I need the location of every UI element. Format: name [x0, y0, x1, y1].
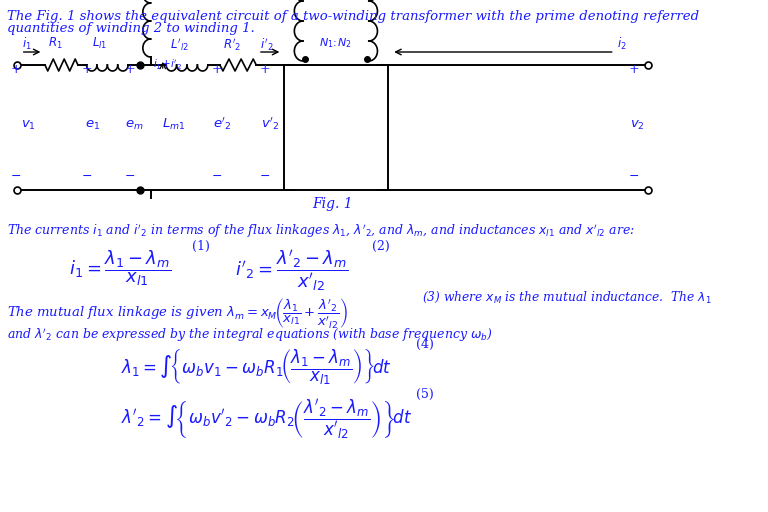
- Text: The Fig. 1 shows the equivalent circuit of a two-winding transformer with the pr: The Fig. 1 shows the equivalent circuit …: [7, 10, 699, 23]
- Text: $\lambda_1 = \int\!\left\{\omega_b v_1 - \omega_b R_1\!\left(\dfrac{\lambda_1 - : $\lambda_1 = \int\!\left\{\omega_b v_1 -…: [121, 348, 392, 387]
- Text: $L'_{l2}$: $L'_{l2}$: [170, 36, 189, 53]
- Text: (3) where $x_M$ is the mutual inductance.  The $\lambda_1$: (3) where $x_M$ is the mutual inductance…: [422, 290, 712, 305]
- Text: $e'_2$: $e'_2$: [213, 116, 232, 132]
- Text: +: +: [11, 63, 21, 76]
- Text: $e_m$: $e_m$: [124, 119, 143, 132]
- Text: $v'_2$: $v'_2$: [261, 116, 280, 132]
- Text: −: −: [124, 170, 135, 183]
- Text: $R_1$: $R_1$: [48, 36, 63, 51]
- Text: $i'_2$: $i'_2$: [260, 36, 273, 53]
- Text: Fig. 1: Fig. 1: [312, 197, 353, 211]
- Text: −: −: [81, 170, 92, 183]
- Text: (2): (2): [372, 240, 390, 253]
- Text: +: +: [81, 63, 92, 76]
- Text: $i_1\!+\!i'_2$: $i_1\!+\!i'_2$: [154, 58, 182, 72]
- Text: (1): (1): [192, 240, 210, 253]
- Text: $R'_2$: $R'_2$: [223, 36, 242, 53]
- Text: The currents $i_1$ and $i'_2$ in terms of the flux linkages $\lambda_1$, $\lambd: The currents $i_1$ and $i'_2$ in terms o…: [7, 222, 635, 240]
- Text: $i'_2 = \dfrac{\lambda'_2 - \lambda_m}{x'_{l2}}$: $i'_2 = \dfrac{\lambda'_2 - \lambda_m}{x…: [236, 248, 349, 293]
- Text: and $\lambda'_2$ can be expressed by the integral equations (with base frequency: and $\lambda'_2$ can be expressed by the…: [7, 327, 493, 345]
- Text: −: −: [628, 170, 639, 183]
- Text: $v_1$: $v_1$: [21, 119, 35, 132]
- Text: $N_1\!:\!N_2$: $N_1\!:\!N_2$: [319, 36, 351, 50]
- Text: $i_2$: $i_2$: [617, 36, 627, 52]
- Text: +: +: [124, 63, 135, 76]
- Text: $L_{m1}$: $L_{m1}$: [162, 117, 185, 132]
- Text: $i_1 = \dfrac{\lambda_1 - \lambda_m}{x_{l1}}$: $i_1 = \dfrac{\lambda_1 - \lambda_m}{x_{…: [69, 248, 171, 288]
- Text: −: −: [260, 170, 270, 183]
- Text: $e_1$: $e_1$: [84, 119, 100, 132]
- Text: (5): (5): [415, 388, 433, 401]
- Text: −: −: [11, 170, 21, 183]
- Text: quantities of winding 2 to winding 1.: quantities of winding 2 to winding 1.: [7, 22, 255, 35]
- Text: +: +: [628, 63, 639, 76]
- Text: $\lambda'_2 = \int\!\left\{\omega_b v'_2 - \omega_b R_2\!\left(\dfrac{\lambda'_2: $\lambda'_2 = \int\!\left\{\omega_b v'_2…: [121, 398, 412, 442]
- Text: (4): (4): [415, 338, 433, 351]
- Text: +: +: [211, 63, 222, 76]
- Text: $i_1$: $i_1$: [22, 36, 31, 52]
- Text: $v_2$: $v_2$: [631, 119, 645, 132]
- Text: $L_{l1}$: $L_{l1}$: [91, 36, 107, 51]
- Text: +: +: [260, 63, 270, 76]
- Text: −: −: [211, 170, 222, 183]
- Text: The mutual flux linkage is given $\lambda_m = x_M\!\left(\dfrac{\lambda_1}{x_{l1: The mutual flux linkage is given $\lambd…: [7, 296, 348, 330]
